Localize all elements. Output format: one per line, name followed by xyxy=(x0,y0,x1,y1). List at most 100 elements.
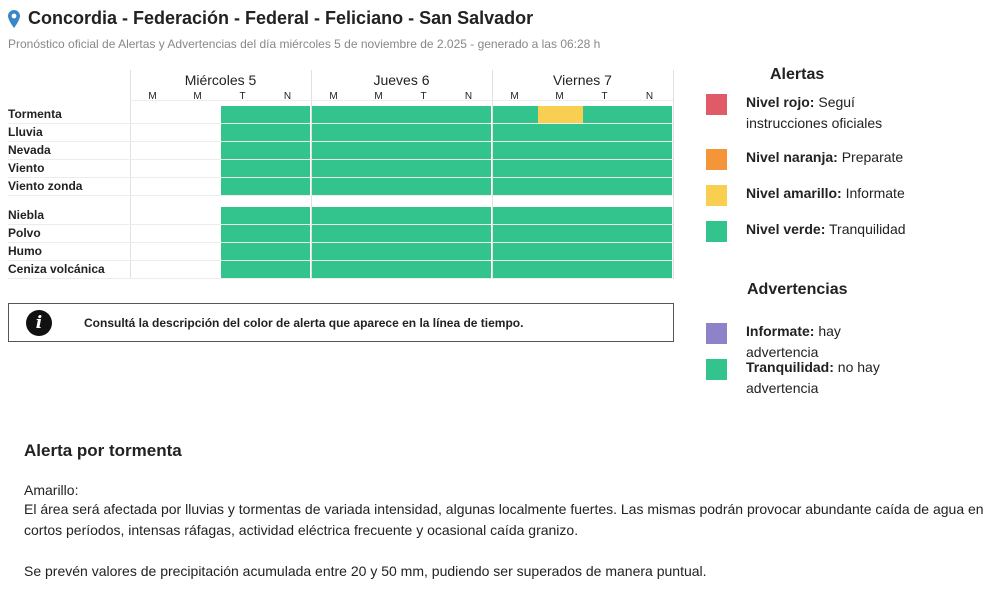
timeline-cell-verde[interactable] xyxy=(493,124,538,141)
row-divider xyxy=(130,224,673,225)
timeline-cell-verde[interactable] xyxy=(266,243,310,260)
timeline-cell-verde[interactable] xyxy=(312,207,357,224)
timeline-cell-verde[interactable] xyxy=(493,106,538,123)
timeline-cell-verde[interactable] xyxy=(493,142,538,159)
timeline-cell-verde[interactable] xyxy=(402,142,447,159)
timeline-cell-verde[interactable] xyxy=(538,207,583,224)
row-divider xyxy=(130,159,673,160)
timeline-cell-verde[interactable] xyxy=(628,243,672,260)
timeline-cell-verde[interactable] xyxy=(493,207,538,224)
timeline-cell-verde[interactable] xyxy=(312,124,357,141)
timeline-cell-verde[interactable] xyxy=(583,207,628,224)
timeline-cell-verde[interactable] xyxy=(221,261,266,278)
timeline-cell-verde[interactable] xyxy=(538,124,583,141)
timeline-cell-verde[interactable] xyxy=(583,243,628,260)
timeline-cell-verde[interactable] xyxy=(357,261,402,278)
timeline-cell-verde[interactable] xyxy=(266,124,310,141)
timeline-cell-verde[interactable] xyxy=(221,106,266,123)
timeline-cell-verde[interactable] xyxy=(628,261,672,278)
timeline-cell-verde[interactable] xyxy=(447,124,491,141)
timeline-cell-verde[interactable] xyxy=(357,106,402,123)
timeline-cell-verde[interactable] xyxy=(628,124,672,141)
timeline-cell-verde[interactable] xyxy=(493,243,538,260)
timeline-cell-verde[interactable] xyxy=(357,142,402,159)
timeline-cell-verde[interactable] xyxy=(357,243,402,260)
alert-timeline: Miércoles 5 M M T N Jueves 6 M M T N Viernes 7 M M T N… xyxy=(8,70,674,280)
timeline-cell-verde[interactable] xyxy=(402,178,447,195)
timeline-cell-verde[interactable] xyxy=(447,106,491,123)
timeline-cell-verde[interactable] xyxy=(583,160,628,177)
timeline-cell-verde[interactable] xyxy=(266,207,310,224)
timeline-cell-verde[interactable] xyxy=(628,106,672,123)
timeline-cell-verde[interactable] xyxy=(357,124,402,141)
timeline-cell-verde[interactable] xyxy=(447,243,491,260)
timeline-cell-verde[interactable] xyxy=(583,178,628,195)
timeline-cell-verde[interactable] xyxy=(402,106,447,123)
timeline-cell-verde[interactable] xyxy=(628,225,672,242)
timeline-cell-verde[interactable] xyxy=(402,261,447,278)
timeline-cell-amarillo[interactable] xyxy=(538,106,583,123)
timeline-cell-verde[interactable] xyxy=(447,225,491,242)
timeline-cell-verde[interactable] xyxy=(221,142,266,159)
timeline-cell-verde[interactable] xyxy=(493,261,538,278)
timeline-cell-verde[interactable] xyxy=(266,261,310,278)
timeline-cell-verde[interactable] xyxy=(312,243,357,260)
timeline-cell-verde[interactable] xyxy=(538,261,583,278)
timeline-cell-verde[interactable] xyxy=(312,106,357,123)
timeline-cell-verde[interactable] xyxy=(493,178,538,195)
timeline-cell-verde[interactable] xyxy=(312,225,357,242)
timeline-cell-verde[interactable] xyxy=(312,261,357,278)
timeline-cell-verde[interactable] xyxy=(628,207,672,224)
timeline-cell-verde[interactable] xyxy=(402,124,447,141)
timeline-cell-verde[interactable] xyxy=(402,243,447,260)
legend-desc: Preparate xyxy=(837,149,904,165)
timeline-cell-verde[interactable] xyxy=(357,160,402,177)
row-label-polvo: Polvo xyxy=(8,225,130,243)
timeline-cell-verde[interactable] xyxy=(538,160,583,177)
timeline-cell-verde[interactable] xyxy=(583,106,628,123)
timeline-cell-verde[interactable] xyxy=(583,225,628,242)
timeline-cell-verde[interactable] xyxy=(402,207,447,224)
timeline-cell-verde[interactable] xyxy=(221,207,266,224)
timeline-cell-verde[interactable] xyxy=(628,160,672,177)
timeline-cell-verde[interactable] xyxy=(402,225,447,242)
timeline-cell-verde[interactable] xyxy=(221,160,266,177)
period-label: M xyxy=(555,91,564,102)
timeline-cell-verde[interactable] xyxy=(583,124,628,141)
timeline-cell-verde[interactable] xyxy=(538,225,583,242)
timeline-cell-verde[interactable] xyxy=(221,124,266,141)
timeline-cell-verde[interactable] xyxy=(221,178,266,195)
timeline-cell-verde[interactable] xyxy=(312,160,357,177)
timeline-cell-verde[interactable] xyxy=(266,106,310,123)
timeline-cell-verde[interactable] xyxy=(447,178,491,195)
timeline-cell-verde[interactable] xyxy=(266,178,310,195)
legend-item: Tranquilidad: no hay advertencia xyxy=(706,357,906,399)
info-box: i Consultá la descripción del color de a… xyxy=(8,303,674,342)
timeline-cell-verde[interactable] xyxy=(312,178,357,195)
timeline-cell-verde[interactable] xyxy=(538,243,583,260)
timeline-cell-verde[interactable] xyxy=(628,178,672,195)
timeline-cell-verde[interactable] xyxy=(357,207,402,224)
timeline-cell-verde[interactable] xyxy=(538,142,583,159)
period-label: T xyxy=(601,91,608,102)
timeline-cell-verde[interactable] xyxy=(357,178,402,195)
timeline-cell-verde[interactable] xyxy=(221,225,266,242)
timeline-cell-verde[interactable] xyxy=(583,261,628,278)
timeline-cell-verde[interactable] xyxy=(357,225,402,242)
timeline-cell-verde[interactable] xyxy=(447,261,491,278)
timeline-cell-verde[interactable] xyxy=(628,142,672,159)
timeline-cell-verde[interactable] xyxy=(538,178,583,195)
timeline-cell-verde[interactable] xyxy=(447,160,491,177)
timeline-cell-verde[interactable] xyxy=(266,142,310,159)
timeline-cell-verde[interactable] xyxy=(402,160,447,177)
timeline-cell-verde[interactable] xyxy=(266,225,310,242)
timeline-cell-verde[interactable] xyxy=(583,142,628,159)
header: Concordia - Federación - Federal - Felic… xyxy=(8,8,533,29)
timeline-cell-verde[interactable] xyxy=(266,160,310,177)
timeline-cell-verde[interactable] xyxy=(493,225,538,242)
timeline-cell-verde[interactable] xyxy=(493,160,538,177)
timeline-cell-verde[interactable] xyxy=(312,142,357,159)
timeline-cell-verde[interactable] xyxy=(447,207,491,224)
timeline-cell-verde[interactable] xyxy=(221,243,266,260)
timeline-cell-verde[interactable] xyxy=(447,142,491,159)
